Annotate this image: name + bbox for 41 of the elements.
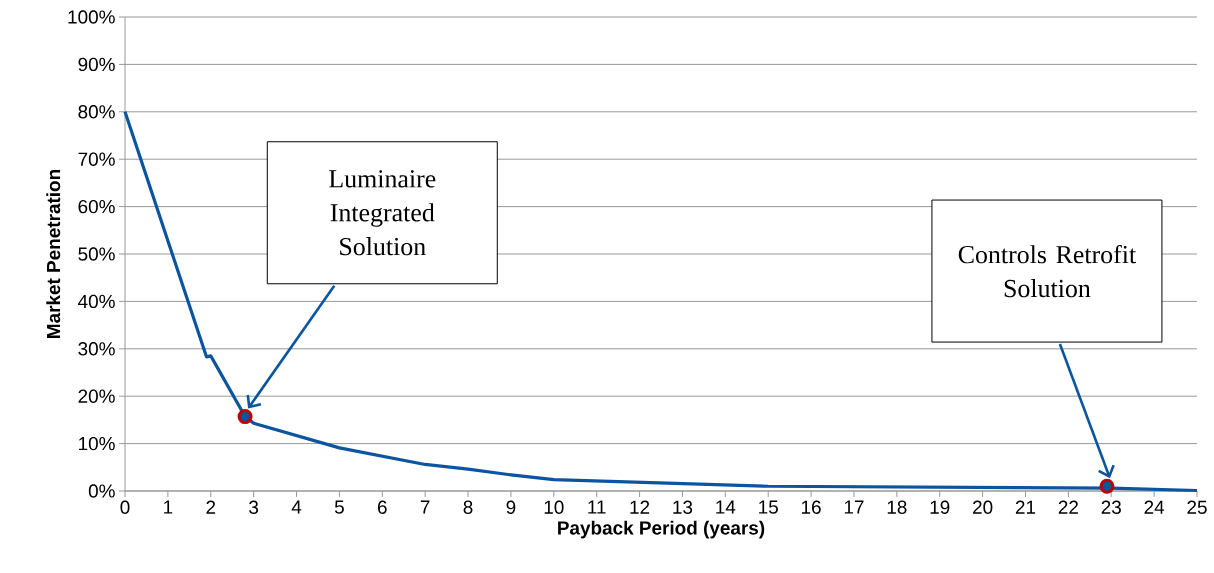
x-tick-label: 11	[588, 500, 606, 514]
y-tick-label: 70%	[78, 152, 115, 166]
y-tick-label: 20%	[78, 389, 115, 403]
x-tick-label: 20	[973, 500, 993, 514]
x-tick-label: 19	[930, 500, 950, 514]
y-tick-label: 90%	[78, 57, 115, 72]
x-tick-label: 14	[716, 500, 736, 514]
x-tick-label: 21	[1015, 500, 1036, 514]
x-tick-label: 1	[164, 500, 173, 514]
x-axis-title: Payback Period (years)	[558, 520, 765, 539]
y-axis-title: Market Penetration	[46, 170, 61, 338]
x-tick-label: 4	[291, 500, 302, 514]
x-tick-label: 12	[630, 500, 650, 514]
y-tick-label: 10%	[79, 436, 115, 451]
x-tick-label: 17	[844, 500, 864, 514]
y-tick-label: 100%	[68, 10, 115, 24]
annotation: Luminaire Integrated Solution	[329, 170, 436, 256]
x-tick-label: 6	[377, 500, 387, 514]
x-tick-label: 8	[463, 500, 473, 514]
x-tick-label: 15	[759, 500, 778, 514]
x-tick-label: 0	[120, 500, 130, 514]
x-tick-label: 2	[206, 500, 216, 514]
x-tick-label: 9	[506, 500, 516, 514]
x-tick-label: 24	[1144, 500, 1165, 514]
x-tick-label: 3	[249, 500, 259, 514]
x-tick-label: 22	[1058, 500, 1078, 514]
annotation: Controls Retrofit Solution	[958, 244, 1136, 298]
x-tick-label: 23	[1101, 500, 1121, 514]
x-tick-label: 5	[334, 500, 344, 514]
y-tick-label: 60%	[78, 199, 115, 214]
y-tick-label: 50%	[78, 247, 115, 261]
x-tick-label: 7	[420, 500, 430, 514]
y-tick-label: 0%	[88, 484, 115, 498]
x-tick-label: 25	[1187, 500, 1207, 514]
y-tick-label: 40%	[78, 294, 115, 309]
y-tick-label: 30%	[78, 342, 115, 356]
x-tick-label: 18	[887, 500, 907, 514]
x-tick-label: 13	[673, 500, 693, 514]
y-tick-label: 80%	[78, 105, 115, 119]
x-tick-label: 16	[801, 500, 821, 514]
x-tick-label: 10	[544, 500, 564, 514]
